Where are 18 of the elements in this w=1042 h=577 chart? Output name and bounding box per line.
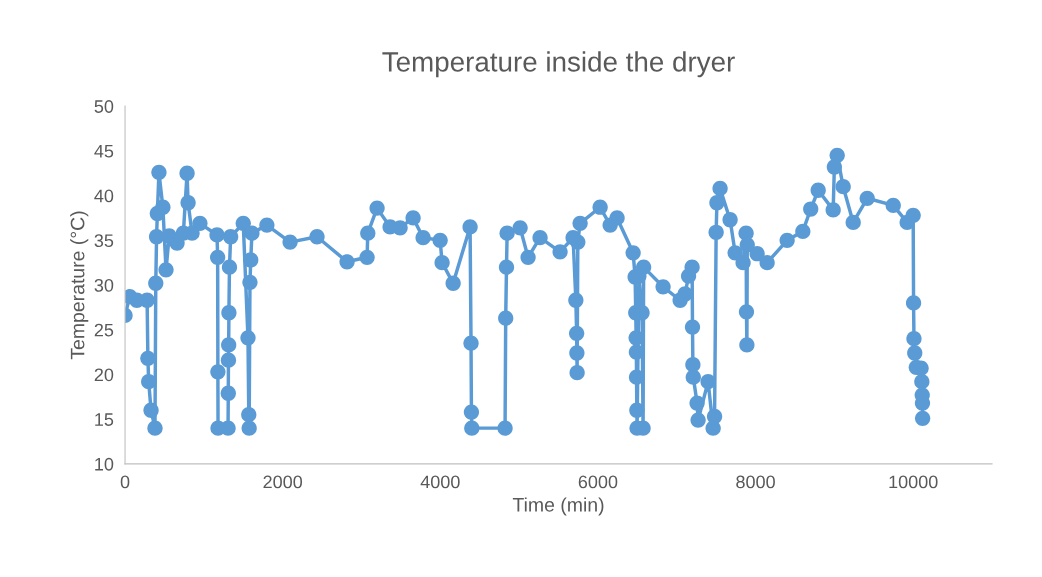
y-tick-label: 45 [94, 145, 114, 158]
y-tick-label: 30 [94, 278, 114, 292]
x-tick-label: 0 [120, 475, 130, 489]
x-tick-label: 4000 [420, 475, 460, 489]
chart-title: Temperature inside the dryer [382, 51, 735, 78]
y-tick-label: 25 [94, 323, 114, 337]
x-tick-label: 8000 [736, 475, 775, 489]
x-tick-label: 6000 [578, 475, 618, 489]
x-axis-title: Time (min) [512, 497, 604, 516]
y-tick-label: 50 [94, 100, 114, 113]
y-tick-label: 35 [94, 234, 114, 248]
y-tick-label: 20 [94, 368, 114, 382]
y-tick-label: 40 [94, 189, 114, 203]
x-tick-label: 10000 [889, 475, 938, 489]
y-axis-title: Temperature (°C) [70, 211, 89, 360]
y-tick-label: 15 [95, 413, 114, 426]
y-tick-label: 10 [95, 457, 114, 471]
x-tick-label: 2000 [263, 475, 303, 489]
